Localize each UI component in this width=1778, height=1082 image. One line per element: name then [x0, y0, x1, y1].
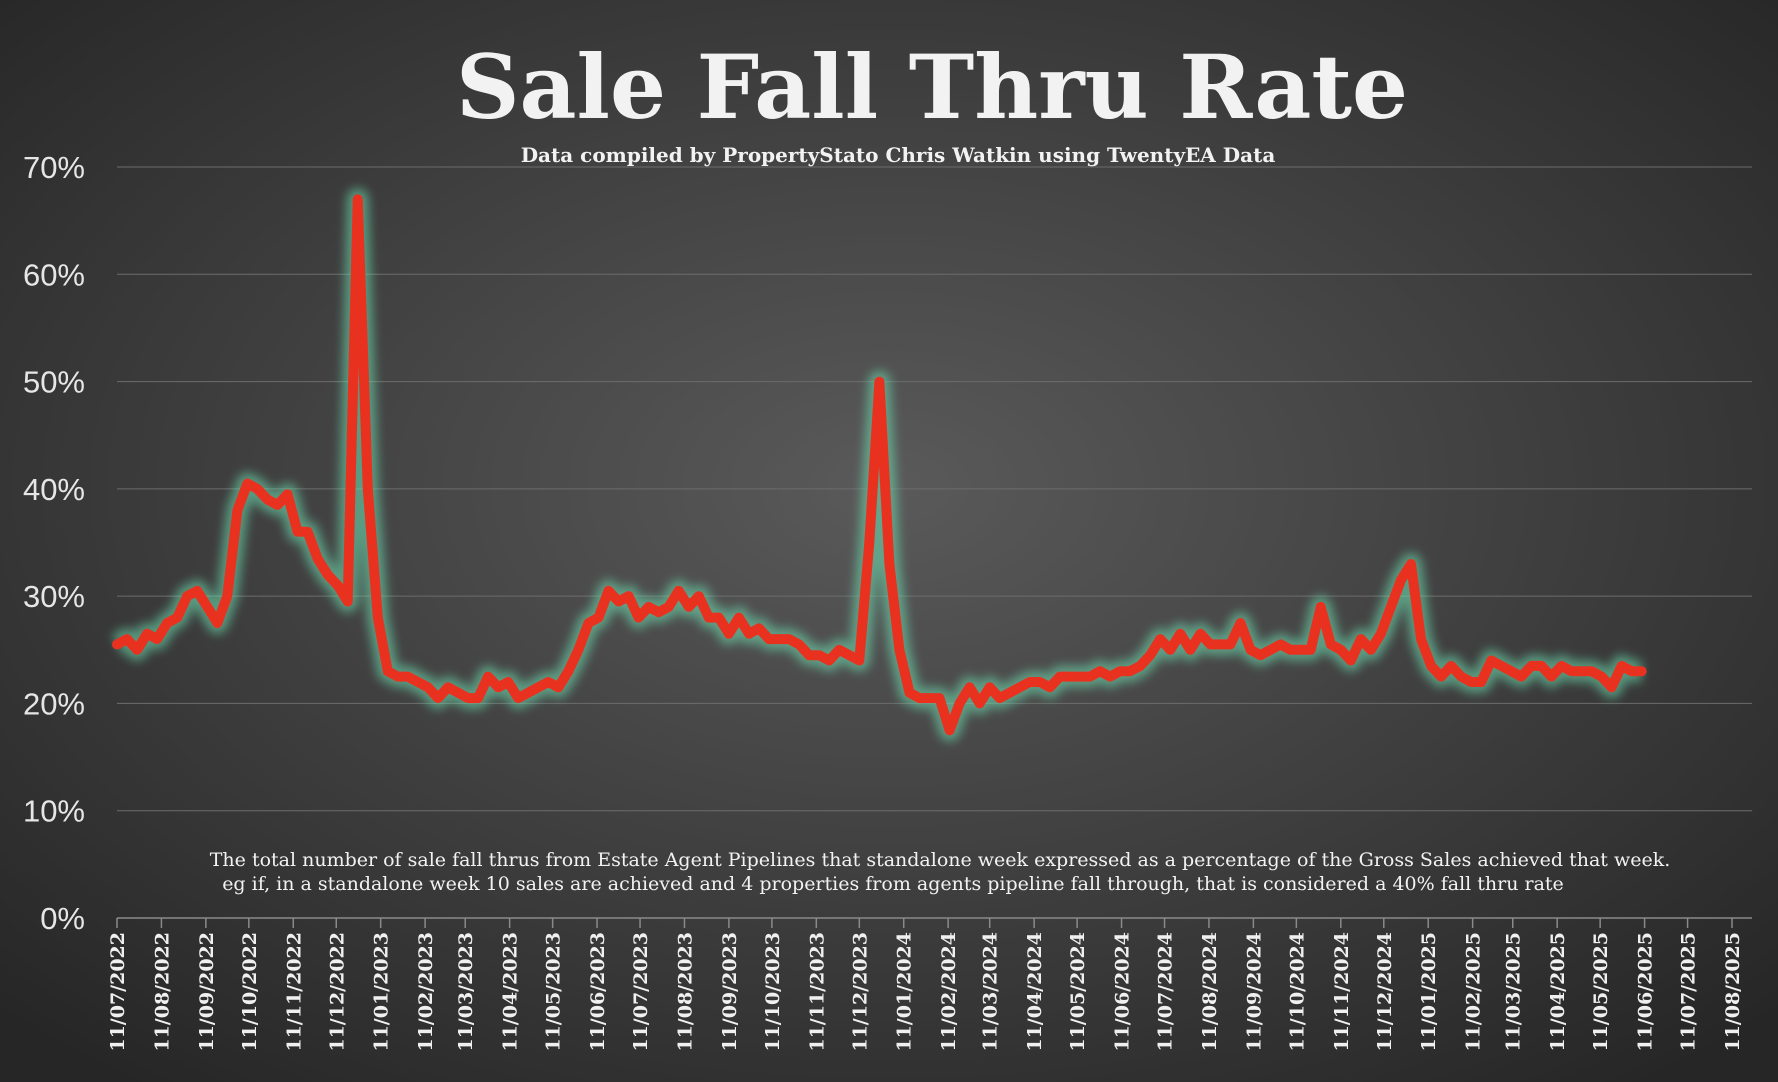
x-tick-label: 11/10/2022	[239, 932, 261, 1052]
x-tick-label: 11/08/2022	[151, 932, 173, 1052]
x-tick-label: 11/04/2024	[1024, 932, 1046, 1052]
x-tick-label: 11/11/2022	[283, 932, 305, 1052]
x-tick-label: 11/01/2023	[371, 932, 393, 1052]
x-tick-label: 11/11/2023	[806, 932, 828, 1052]
x-tick-label: 11/03/2023	[455, 932, 477, 1052]
x-tick-label: 11/05/2025	[1590, 932, 1612, 1052]
x-tick-label: 11/07/2024	[1155, 932, 1177, 1052]
x-tick-label: 11/03/2025	[1503, 932, 1525, 1052]
x-tick-label: 11/09/2023	[719, 932, 741, 1052]
x-tick-label: 11/07/2025	[1678, 932, 1700, 1052]
x-tick-label: 11/01/2024	[894, 932, 916, 1052]
x-tick-label: 11/04/2023	[500, 932, 522, 1052]
x-tick-label: 11/11/2024	[1331, 932, 1353, 1052]
chart-subtitle: Data compiled by PropertyStato Chris Wat…	[521, 143, 1276, 167]
x-tick-label: 11/09/2022	[196, 932, 218, 1052]
x-tick-label: 11/08/2025	[1722, 932, 1744, 1052]
x-tick-label: 11/06/2024	[1112, 932, 1134, 1052]
annotation: The total number of sale fall thrus from…	[210, 849, 1671, 871]
x-axis: 11/07/2022 11/08/2022 11/09/2022 11/10/2022…	[107, 918, 1744, 1052]
x-tick-label: 11/07/2023	[630, 932, 652, 1052]
x-tick-label: 11/04/2025	[1547, 932, 1569, 1052]
data-line	[112, 194, 1647, 736]
x-tick-label: 11/03/2024	[980, 932, 1002, 1052]
chart-title: Sale Fall Thru Rate	[456, 35, 1408, 139]
x-tick-label: 11/10/2023	[762, 932, 784, 1052]
y-axis: 0% 10% 20% 30% 40% 50% 60% 70%	[23, 150, 85, 936]
x-tick-label: 11/12/2024	[1374, 932, 1396, 1052]
x-tick-label: 11/09/2024	[1243, 932, 1265, 1052]
x-tick-label: 11/06/2025	[1635, 932, 1657, 1052]
x-tick-label: 11/10/2024	[1286, 932, 1308, 1052]
x-tick-label: 11/07/2022	[107, 932, 129, 1052]
x-tick-label: 11/02/2024	[938, 932, 960, 1052]
x-tick-label: 11/12/2023	[849, 932, 871, 1052]
y-tick-label: 50%	[23, 365, 85, 400]
annotation: eg if, in a standalone week 10 sales are…	[222, 873, 1564, 895]
x-tick-label: 11/08/2024	[1199, 932, 1221, 1052]
x-tick-label: 11/05/2024	[1067, 932, 1089, 1052]
x-tick-label: 11/06/2023	[587, 932, 609, 1052]
y-tick-label: 30%	[23, 579, 85, 614]
x-tick-label: 11/01/2025	[1418, 932, 1440, 1052]
y-tick-label: 0%	[40, 901, 85, 936]
y-tick-label: 70%	[23, 150, 85, 185]
x-tick-label: 11/08/2023	[674, 932, 696, 1052]
x-tick-label: 11/02/2025	[1463, 932, 1485, 1052]
x-tick-label: 11/12/2022	[326, 932, 348, 1052]
y-tick-label: 40%	[23, 472, 85, 507]
y-tick-label: 20%	[23, 686, 85, 721]
x-tick-label: 11/05/2023	[543, 932, 565, 1052]
y-tick-label: 10%	[23, 794, 85, 829]
y-tick-label: 60%	[23, 257, 85, 292]
plot	[111, 188, 1647, 742]
x-tick-label: 11/02/2023	[415, 932, 437, 1052]
